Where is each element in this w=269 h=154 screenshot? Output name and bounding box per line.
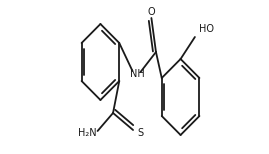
Text: NH: NH [130, 69, 145, 79]
Text: HO: HO [199, 24, 214, 34]
Text: H₂N: H₂N [78, 128, 97, 138]
Text: O: O [148, 7, 155, 17]
Text: S: S [137, 128, 143, 138]
